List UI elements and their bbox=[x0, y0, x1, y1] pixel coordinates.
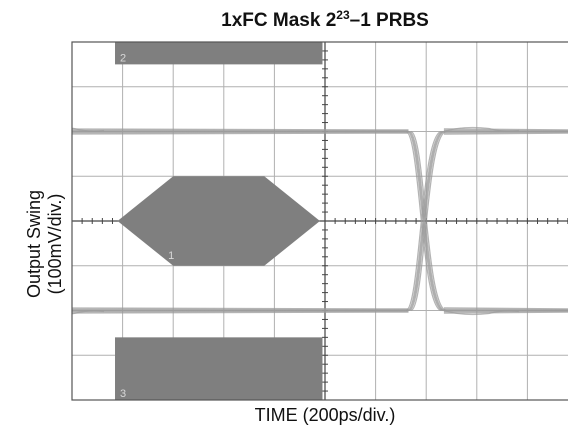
mask-region-2 bbox=[115, 42, 323, 65]
mask-region-3 bbox=[115, 337, 323, 400]
eye-rail-trace bbox=[72, 130, 568, 312]
mask-label-1: 1 bbox=[168, 250, 174, 262]
title-main: 1xFC Mask 2 bbox=[221, 10, 337, 31]
mask-region-1 bbox=[117, 176, 320, 266]
eye-overshoot-trace bbox=[72, 127, 105, 132]
eye-rail-trace bbox=[72, 129, 568, 311]
eye-overshoot-trace bbox=[72, 310, 105, 315]
title-suffix: –1 PRBS bbox=[349, 10, 429, 31]
plot-frame bbox=[71, 41, 568, 401]
mask-label-2: 2 bbox=[120, 52, 126, 64]
eye-rail-trace bbox=[72, 132, 568, 314]
chart-title: 1xFC Mask 223–1 PRBS bbox=[72, 8, 568, 32]
eye-traces bbox=[72, 126, 568, 316]
mask-label-3: 3 bbox=[120, 388, 126, 400]
x-axis-label: TIME (200ps/div.) bbox=[254, 405, 396, 425]
eye-overshoot-trace bbox=[443, 126, 519, 133]
eye-rail-trace bbox=[72, 128, 568, 310]
eye-overshoot-trace bbox=[443, 309, 519, 316]
eye-rail-trace bbox=[72, 131, 568, 313]
title-superscript: 23 bbox=[336, 8, 350, 22]
